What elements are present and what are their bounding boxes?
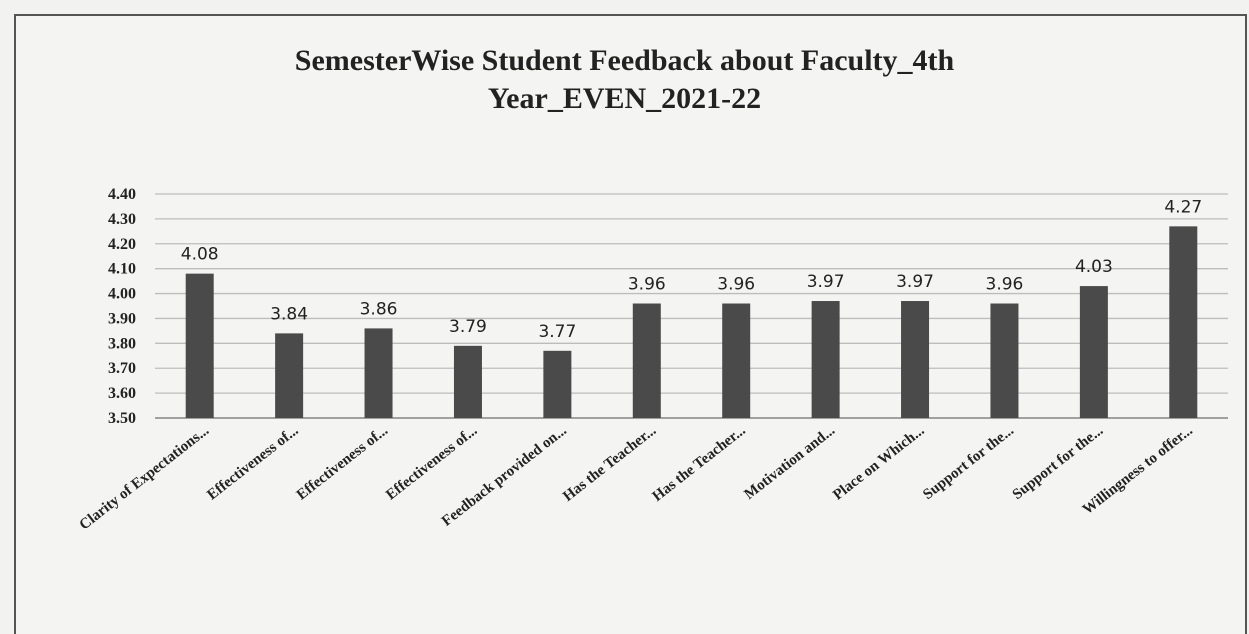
bar <box>185 273 214 418</box>
chart-title-line-2: Year_EVEN_2021-22 <box>487 82 762 115</box>
data-label: 4.27 <box>1164 197 1202 217</box>
bar <box>364 328 393 418</box>
bar <box>990 303 1019 418</box>
data-label: 3.97 <box>807 272 845 292</box>
x-category-label: Effectiveness of... <box>204 422 301 503</box>
x-category-label: Support for the... <box>920 422 1017 503</box>
bar <box>632 303 661 418</box>
x-category-label: Place on Which... <box>830 422 927 503</box>
data-label: 4.03 <box>1075 257 1113 277</box>
y-tick-label: 4.30 <box>108 211 136 228</box>
data-label: 3.84 <box>270 304 308 324</box>
bar <box>453 345 482 418</box>
data-label: 3.86 <box>360 299 398 319</box>
y-tick-label: 3.80 <box>108 335 136 352</box>
data-label: 4.08 <box>181 245 219 265</box>
x-category-label: Effectiveness of... <box>383 422 480 503</box>
x-category-label: Support for the... <box>1010 422 1107 503</box>
bar <box>543 350 572 418</box>
y-tick-label: 3.70 <box>108 360 136 377</box>
y-tick-label: 4.40 <box>108 186 136 203</box>
data-label: 3.96 <box>986 275 1024 295</box>
bar <box>275 333 304 418</box>
bar <box>811 301 840 418</box>
y-tick-label: 3.50 <box>108 410 136 427</box>
bar <box>901 301 930 418</box>
x-category-label: Clarity of Expectations... <box>77 422 213 533</box>
chart-title: SemesterWise Student Feedback about Facu… <box>0 42 1249 118</box>
bar <box>1169 226 1198 418</box>
y-tick-label: 4.20 <box>108 236 136 253</box>
chart-title-line-1: SemesterWise Student Feedback about Facu… <box>294 44 955 77</box>
x-category-label: Has the Teacher... <box>560 422 659 504</box>
y-tick-label: 4.00 <box>108 286 136 303</box>
bar <box>722 303 751 418</box>
data-label: 3.97 <box>896 272 934 292</box>
x-category-label: Effectiveness of... <box>294 422 391 503</box>
x-category-label: Has the Teacher... <box>650 422 749 504</box>
x-category-label: Motivation and... <box>742 422 839 502</box>
data-label: 3.79 <box>449 317 487 337</box>
y-tick-label: 4.10 <box>108 261 136 278</box>
y-tick-label: 3.90 <box>108 310 136 327</box>
data-label: 3.96 <box>628 275 666 295</box>
chart-frame <box>14 14 1247 634</box>
data-label: 3.96 <box>717 275 755 295</box>
data-label: 3.77 <box>538 322 576 342</box>
bar <box>1079 286 1108 418</box>
y-tick-label: 3.60 <box>108 385 136 402</box>
